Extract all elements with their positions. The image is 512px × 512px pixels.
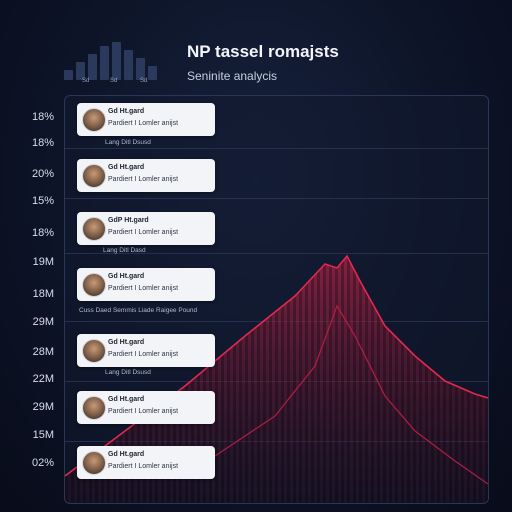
analyst-role: Pardiert I Lomler anijst — [108, 176, 179, 183]
grid-line — [65, 148, 488, 149]
analyst-role: Pardiert I Lomler anijst — [108, 120, 179, 127]
logo-bar — [100, 46, 109, 80]
analyst-card[interactable]: GdP Ht.gard Pardiert I Lomler anijst — [77, 212, 215, 245]
app-logo: Sd Sd Sd — [58, 40, 170, 84]
avatar — [82, 451, 106, 475]
analysis-panel: Gd Ht.gard Pardiert I Lomler anijst Lang… — [64, 95, 489, 504]
y-axis-label: 18% — [31, 137, 54, 149]
analyst-card[interactable]: Gd Ht.gard Pardiert I Lomler anijst — [77, 103, 215, 136]
analyst-card[interactable]: Gd Ht.gard Pardiert I Lomler anijst — [77, 391, 215, 424]
analyst-card[interactable]: Gd Ht.gard Pardiert I Lomler anijst — [77, 159, 215, 192]
logo-label: Sd — [140, 78, 148, 84]
trend-area-stripes — [65, 256, 488, 503]
grid-line — [65, 198, 488, 199]
card-note: Lang Ditl Dsusd — [105, 369, 151, 376]
y-axis-label: 28M — [32, 346, 54, 358]
analyst-name: Gd Ht.gard — [108, 108, 145, 115]
card-note: Cuss Daed Semmis Liade Raigee Pound — [79, 307, 198, 314]
y-axis: 18% 18% 20% 15% 18% 19M 18M 29M 28M 22M … — [0, 0, 64, 512]
avatar — [82, 339, 106, 363]
avatar — [82, 108, 106, 132]
logo-bar — [88, 54, 97, 80]
analyst-name: Gd Ht.gard — [108, 273, 145, 280]
analyst-name: Gd Ht.gard — [108, 451, 145, 458]
page-title: NP tassel romajsts — [187, 42, 339, 61]
analyst-role: Pardiert I Lomler anijst — [108, 285, 179, 292]
y-axis-label: 18M — [32, 288, 54, 300]
y-axis-label: 18% — [31, 227, 54, 239]
analyst-card[interactable]: Gd Ht.gard Pardiert I Lomler anijst — [77, 446, 215, 479]
y-axis-label: 18% — [31, 111, 54, 123]
card-note: Lang Ditl Dsusd — [105, 139, 151, 146]
logo-bar — [64, 70, 73, 80]
analyst-name: GdP Ht.gard — [108, 217, 149, 224]
y-axis-label: 02% — [31, 457, 54, 469]
avatar — [82, 217, 106, 241]
logo-bar — [136, 58, 145, 80]
grid-line — [65, 253, 488, 254]
analyst-role: Pardiert I Lomler anijst — [108, 408, 179, 415]
logo-bar — [124, 50, 133, 80]
y-axis-label: 19M — [32, 256, 54, 268]
page-subtitle: Seninite analycis — [187, 69, 278, 83]
analyst-name: Gd Ht.gard — [108, 164, 145, 171]
y-axis-label: 22M — [32, 373, 54, 385]
trend-area-graphic — [65, 254, 488, 503]
trend-line-upper — [65, 254, 488, 477]
y-axis-label: 20% — [31, 168, 54, 180]
avatar — [82, 164, 106, 188]
logo-label: Sd — [110, 78, 118, 84]
analyst-role: Pardiert I Lomler anijst — [108, 463, 179, 470]
y-axis-label: 15% — [31, 195, 54, 207]
analyst-role: Pardiert I Lomler anijst — [108, 351, 179, 358]
analyst-card[interactable]: Gd Ht.gard Pardiert I Lomler anijst — [77, 268, 215, 301]
avatar — [82, 273, 106, 297]
card-note: Lang Ditl Dasd — [103, 247, 146, 254]
avatar — [82, 396, 106, 420]
y-axis-label: 29M — [32, 316, 54, 328]
analyst-name: Gd Ht.gard — [108, 339, 145, 346]
y-axis-label: 15M — [32, 429, 54, 441]
y-axis-label: 29M — [32, 401, 54, 413]
logo-label: Sd — [82, 78, 90, 84]
analyst-card[interactable]: Gd Ht.gard Pardiert I Lomler anijst — [77, 334, 215, 367]
trend-line-lower — [214, 304, 488, 485]
analyst-role: Pardiert I Lomler anijst — [108, 229, 179, 236]
logo-bar — [76, 62, 85, 80]
logo-bar — [148, 66, 157, 80]
analyst-name: Gd Ht.gard — [108, 396, 145, 403]
logo-bar — [112, 42, 121, 80]
